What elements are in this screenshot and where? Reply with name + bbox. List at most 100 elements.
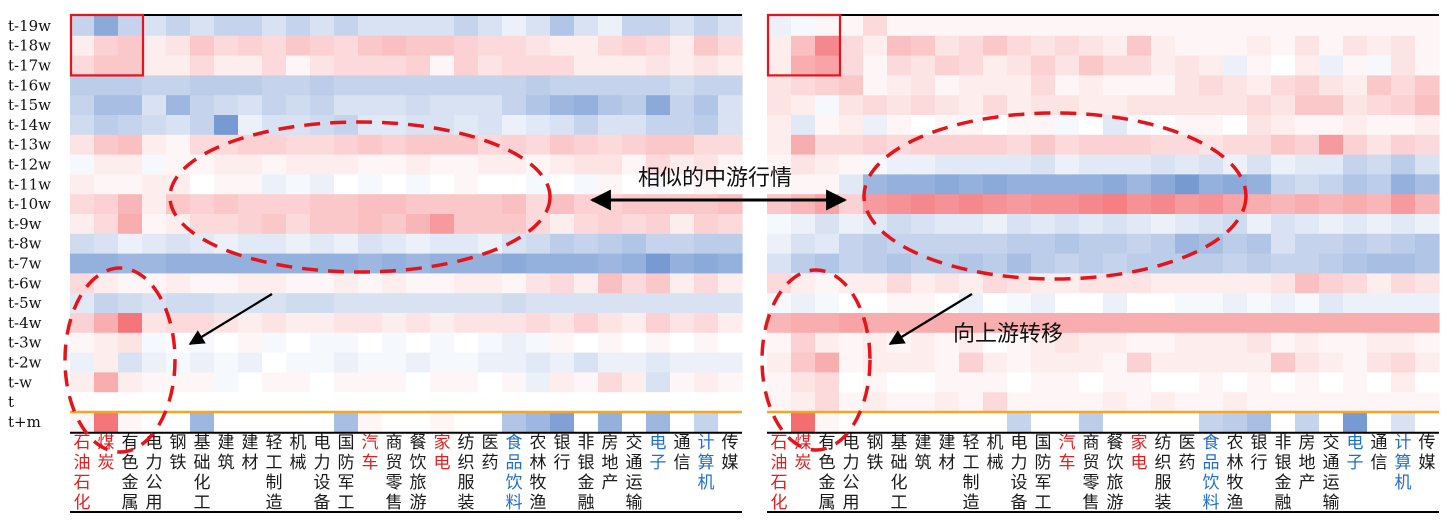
heatmap-cell	[1367, 372, 1392, 393]
heatmap-cell	[262, 174, 287, 195]
heatmap-cell	[863, 253, 888, 274]
heatmap-cell	[526, 293, 551, 314]
column-label: 电力公用	[843, 433, 860, 513]
heatmap-cell	[839, 352, 864, 373]
heatmap-cell	[286, 273, 311, 294]
heatmap-cell	[1199, 273, 1224, 294]
heatmap-cell	[430, 174, 455, 195]
heatmap-cell	[478, 352, 503, 373]
heatmap-cell	[70, 233, 95, 255]
heatmap-cell	[118, 35, 143, 57]
heatmap-cell	[670, 233, 695, 255]
heatmap-cell	[1127, 412, 1152, 433]
heatmap-cell	[1031, 154, 1056, 175]
heatmap-cell	[887, 55, 912, 76]
heatmap-cell	[694, 273, 719, 294]
heatmap-cell	[622, 372, 647, 393]
heatmap-cell	[1391, 35, 1416, 57]
heatmap-cell	[983, 372, 1008, 393]
heatmap-cell	[863, 115, 888, 136]
heatmap-cell	[190, 154, 215, 175]
heatmap-cell	[310, 115, 335, 136]
heatmap-cell	[815, 233, 840, 255]
heatmap-cell	[911, 55, 936, 76]
heatmap-cell	[791, 134, 816, 156]
heatmap-cell	[382, 55, 407, 76]
column-label: 电力公用	[146, 433, 163, 513]
heatmap-cell	[911, 293, 936, 314]
heatmap-cell	[1103, 332, 1128, 354]
heatmap-cell	[670, 194, 695, 215]
heatmap-cell	[574, 293, 599, 314]
heatmap-cell	[334, 313, 359, 334]
heatmap-cell	[454, 75, 479, 96]
heatmap-cell	[718, 35, 743, 57]
heatmap-cell	[694, 412, 719, 433]
heatmap-cell	[526, 253, 551, 274]
heatmap-cell	[959, 35, 984, 57]
heatmap-cell	[1127, 134, 1152, 156]
heatmap-cell	[166, 412, 191, 433]
row-label: t-2w	[8, 354, 42, 372]
highlight-ellipse-midstream-right	[862, 111, 1248, 281]
heatmap-cell	[406, 293, 431, 314]
heatmap-cell	[935, 194, 960, 215]
heatmap-cell	[935, 293, 960, 314]
heatmap-cell	[262, 313, 287, 334]
heatmap-cell	[1103, 372, 1128, 393]
heatmap-cell	[767, 16, 792, 37]
heatmap-cell	[262, 352, 287, 373]
heatmap-cell	[574, 412, 599, 433]
heatmap-cell	[1175, 352, 1200, 373]
heatmap-cell	[1247, 154, 1272, 175]
heatmap-cell	[863, 313, 888, 334]
heatmap-cell	[815, 55, 840, 76]
column-label: 非银金融	[1275, 433, 1292, 513]
heatmap-cell	[166, 352, 191, 373]
heatmap-cell	[1391, 352, 1416, 373]
column-label: 建材	[939, 433, 956, 473]
heatmap-cell	[1055, 115, 1080, 136]
heatmap-cell	[598, 412, 623, 433]
column-label: 基础化工	[194, 433, 211, 513]
heatmap-cell	[1391, 392, 1416, 413]
heatmap-cell	[1079, 115, 1104, 136]
heatmap-cell	[718, 293, 743, 314]
heatmap-cell	[1055, 352, 1080, 373]
heatmap-cell	[214, 273, 239, 294]
heatmap-cell	[574, 55, 599, 76]
heatmap-cell	[1031, 313, 1056, 334]
heatmap-cell	[430, 154, 455, 175]
heatmap-cell	[791, 154, 816, 175]
column-label: 餐饮旅游	[410, 433, 427, 513]
heatmap-cell	[1343, 115, 1368, 136]
heatmap-cell	[286, 352, 311, 373]
row-label: t-19w	[8, 17, 51, 35]
heatmap-cell	[382, 35, 407, 57]
heatmap-cell	[166, 233, 191, 255]
heatmap-cell	[190, 352, 215, 373]
column-label: 汽车	[362, 433, 379, 473]
heatmap-cell	[1295, 174, 1320, 195]
heatmap-cell	[1367, 273, 1392, 294]
heatmap-cell	[142, 233, 167, 255]
heatmap-cell	[839, 16, 864, 37]
column-label: 钢铁	[170, 433, 187, 473]
heatmap-cell	[574, 35, 599, 57]
heatmap-cell	[1007, 194, 1032, 215]
heatmap-cell	[1031, 273, 1056, 294]
heatmap-cell	[430, 16, 455, 37]
heatmap-cell	[478, 194, 503, 215]
heatmap-cell	[863, 194, 888, 215]
heatmap-cell	[1391, 55, 1416, 76]
heatmap-cell	[1319, 392, 1344, 413]
heatmap-cell	[238, 313, 263, 334]
row-label: t+m	[8, 413, 41, 431]
heatmap-cell	[214, 154, 239, 175]
heatmap-cell	[1367, 412, 1392, 433]
heatmap-cell	[286, 194, 311, 215]
heatmap-cell	[166, 16, 191, 37]
column-label: 有色金属	[122, 433, 139, 513]
heatmap-cell	[1415, 115, 1440, 136]
row-label: t-9w	[8, 215, 42, 233]
